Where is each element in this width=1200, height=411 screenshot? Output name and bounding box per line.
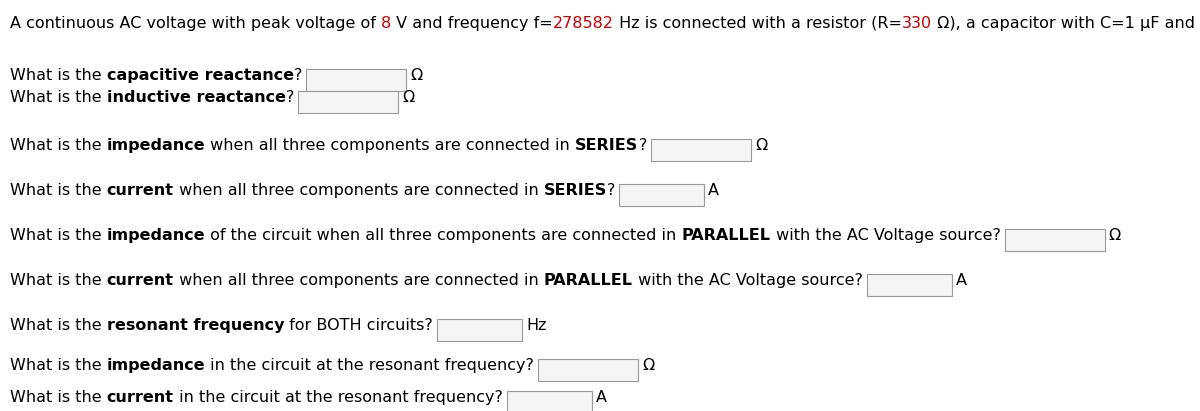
Text: What is the: What is the bbox=[10, 390, 107, 405]
Text: in the circuit at the resonant frequency?: in the circuit at the resonant frequency… bbox=[205, 358, 534, 373]
Text: 330: 330 bbox=[902, 16, 932, 31]
Text: current: current bbox=[107, 273, 174, 288]
Text: when all three components are connected in: when all three components are connected … bbox=[174, 183, 544, 198]
Text: SERIES: SERIES bbox=[575, 138, 638, 153]
Text: Ω: Ω bbox=[410, 68, 422, 83]
Text: Hz: Hz bbox=[526, 318, 546, 333]
Text: Ω: Ω bbox=[755, 138, 767, 153]
Text: A continuous AC voltage with peak voltage of: A continuous AC voltage with peak voltag… bbox=[10, 16, 382, 31]
Text: Ω: Ω bbox=[1109, 228, 1121, 243]
Text: for BOTH circuits?: for BOTH circuits? bbox=[284, 318, 433, 333]
Text: of the circuit when all three components are connected in: of the circuit when all three components… bbox=[205, 228, 682, 243]
Text: Hz is connected with a resistor (R=: Hz is connected with a resistor (R= bbox=[614, 16, 902, 31]
Text: in the circuit at the resonant frequency?: in the circuit at the resonant frequency… bbox=[174, 390, 503, 405]
Text: resonant frequency: resonant frequency bbox=[107, 318, 284, 333]
Text: A: A bbox=[595, 390, 607, 405]
Text: PARALLEL: PARALLEL bbox=[544, 273, 632, 288]
Text: with the AC Voltage source?: with the AC Voltage source? bbox=[770, 228, 1001, 243]
Text: ?: ? bbox=[607, 183, 616, 198]
Text: SERIES: SERIES bbox=[544, 183, 607, 198]
Text: What is the: What is the bbox=[10, 183, 107, 198]
Text: current: current bbox=[107, 183, 174, 198]
Text: A: A bbox=[955, 273, 966, 288]
Text: ?: ? bbox=[638, 138, 647, 153]
Text: Ω: Ω bbox=[642, 358, 654, 373]
Text: What is the: What is the bbox=[10, 90, 107, 105]
Text: What is the: What is the bbox=[10, 358, 107, 373]
Text: when all three components are connected in: when all three components are connected … bbox=[205, 138, 575, 153]
Text: with the AC Voltage source?: with the AC Voltage source? bbox=[632, 273, 863, 288]
Text: PARALLEL: PARALLEL bbox=[682, 228, 770, 243]
Text: A: A bbox=[708, 183, 719, 198]
Text: What is the: What is the bbox=[10, 68, 107, 83]
Text: What is the: What is the bbox=[10, 273, 107, 288]
Text: when all three components are connected in: when all three components are connected … bbox=[174, 273, 544, 288]
Text: inductive reactance: inductive reactance bbox=[107, 90, 286, 105]
Text: current: current bbox=[107, 390, 174, 405]
Text: What is the: What is the bbox=[10, 138, 107, 153]
Text: impedance: impedance bbox=[107, 138, 205, 153]
Text: V and frequency f=: V and frequency f= bbox=[391, 16, 553, 31]
Text: ?: ? bbox=[286, 90, 294, 105]
Text: 278582: 278582 bbox=[553, 16, 614, 31]
Text: Ω), a capacitor with C=1 µF and an an inductor with L=: Ω), a capacitor with C=1 µF and an an in… bbox=[932, 16, 1200, 31]
Text: impedance: impedance bbox=[107, 228, 205, 243]
Text: capacitive reactance: capacitive reactance bbox=[107, 68, 294, 83]
Text: What is the: What is the bbox=[10, 318, 107, 333]
Text: 8: 8 bbox=[382, 16, 391, 31]
Text: ?: ? bbox=[294, 68, 302, 83]
Text: Ω: Ω bbox=[402, 90, 414, 105]
Text: impedance: impedance bbox=[107, 358, 205, 373]
Text: What is the: What is the bbox=[10, 228, 107, 243]
